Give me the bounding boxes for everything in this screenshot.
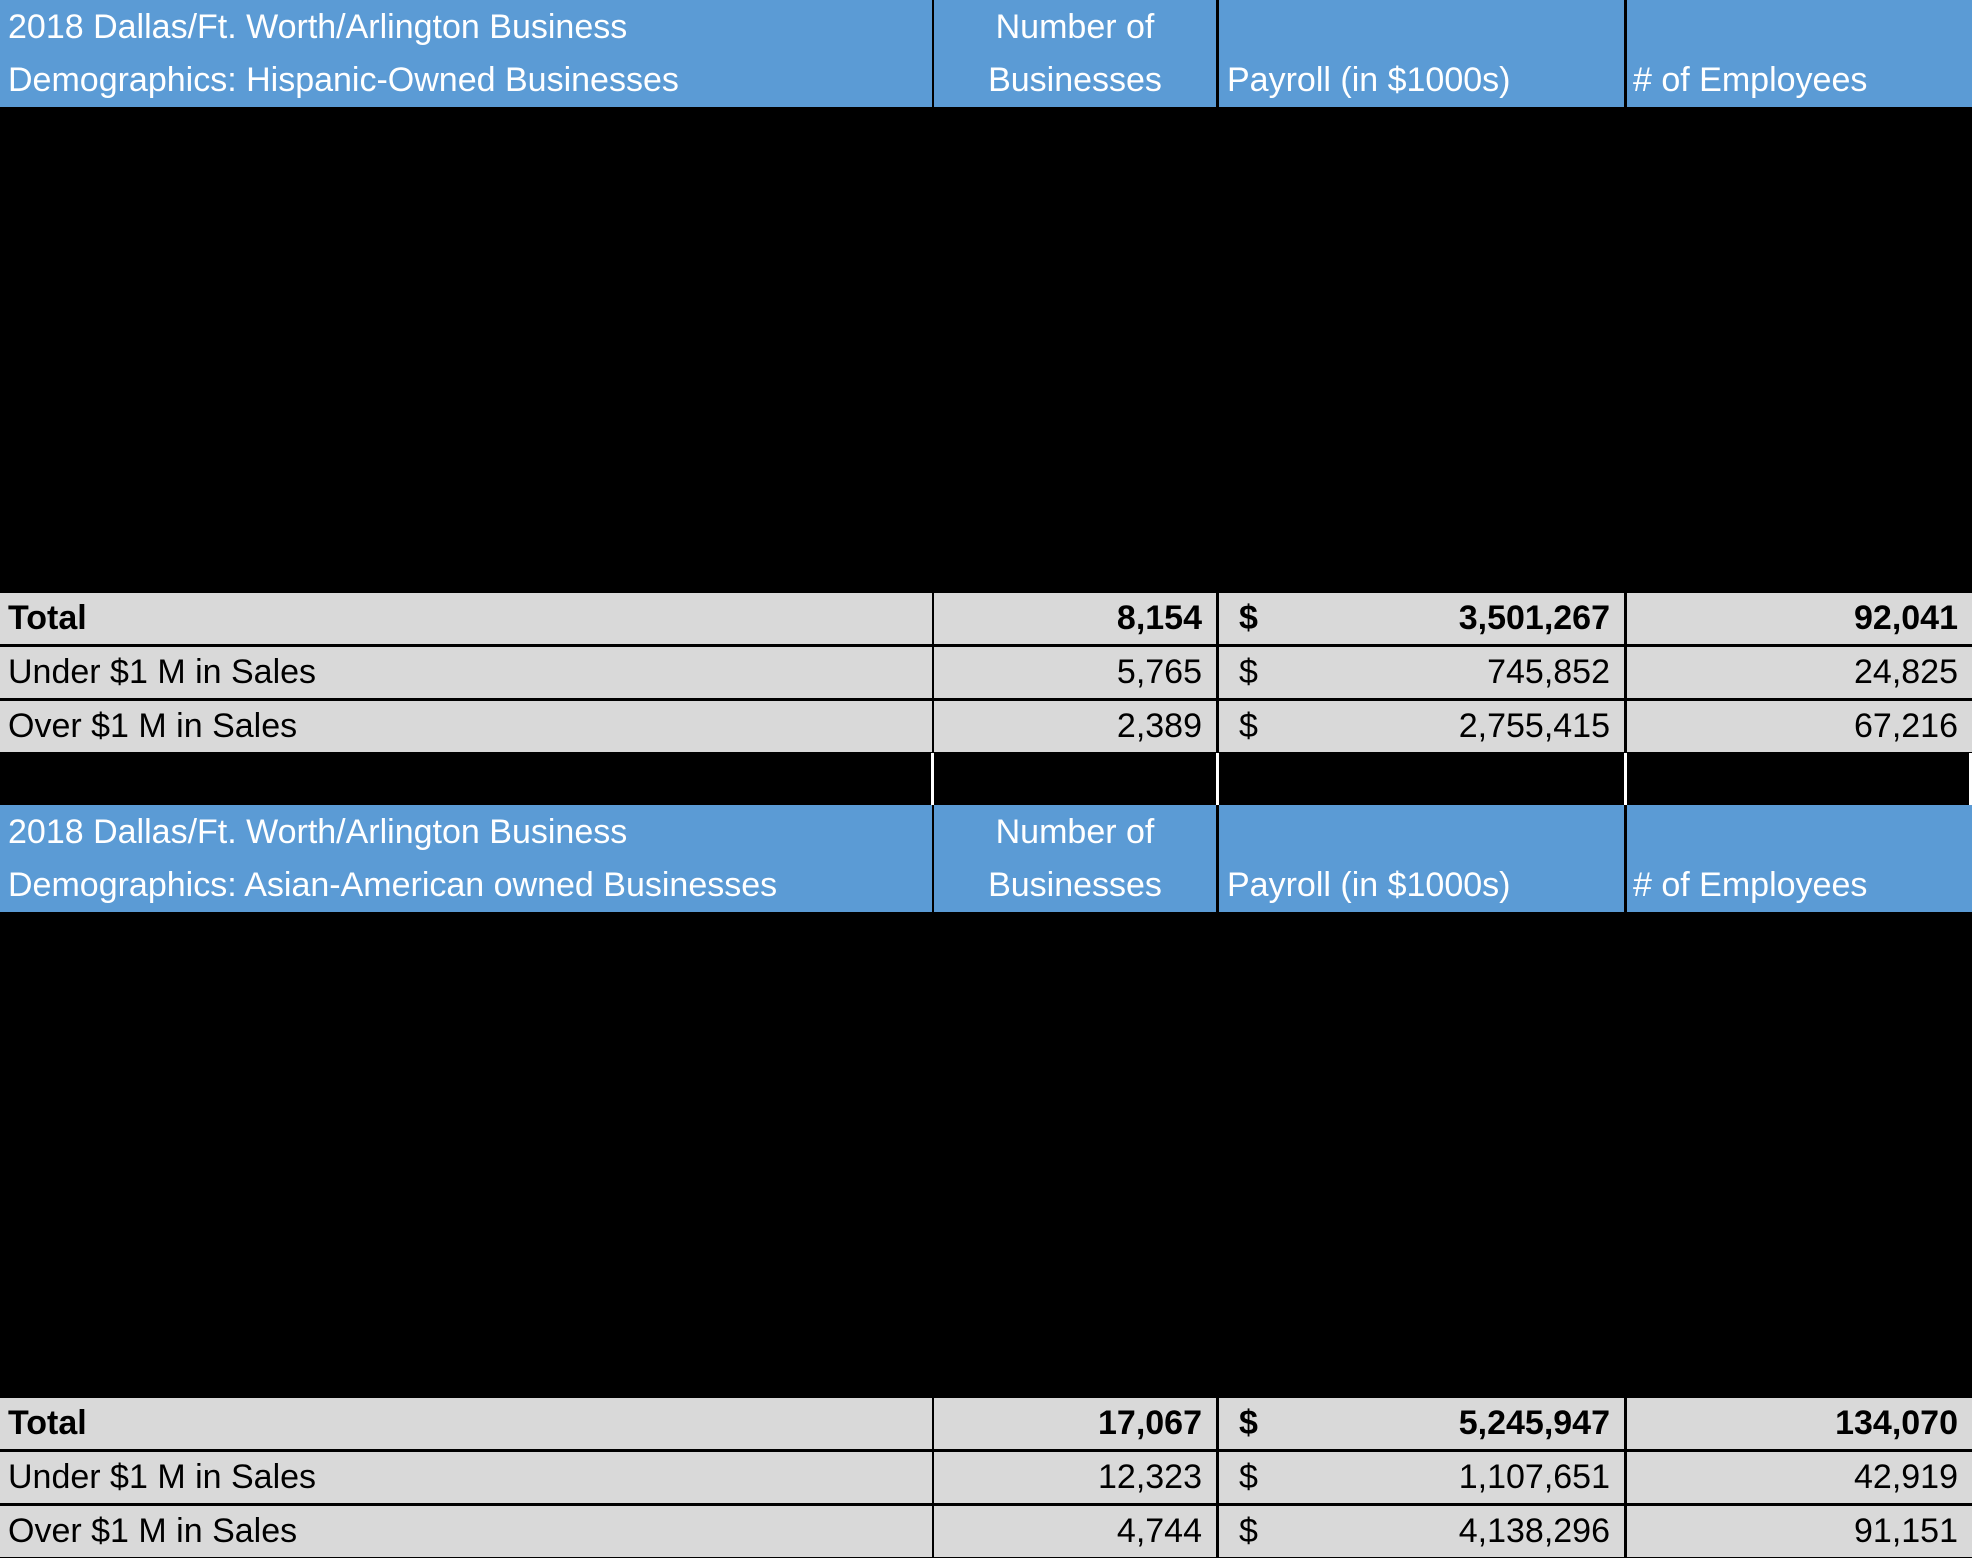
table-title-line2: Demographics: Asian-American owned Busin…	[8, 866, 778, 904]
table-row: Under $1 M in Sales 12,323 $ 1,107,651 4…	[0, 1452, 1972, 1503]
employees-header-cell[interactable]: # of Employees	[1627, 805, 1972, 912]
table-title-cell[interactable]: 2018 Dallas/Ft. Worth/Arlington Business…	[0, 0, 932, 107]
businesses-header-line1: Number of	[995, 813, 1155, 851]
table-row: Total 17,067 $ 5,245,947 134,070	[0, 1398, 1972, 1449]
gridline	[1969, 753, 1972, 805]
row-label-cell[interactable]: Total	[0, 1398, 932, 1449]
gridline	[1624, 753, 1627, 805]
table-row: Over $1 M in Sales 4,744 $ 4,138,296 91,…	[0, 1506, 1972, 1557]
employees-cell[interactable]: 91,151	[1627, 1506, 1972, 1557]
employees-header: # of Employees	[1633, 61, 1868, 99]
table-header-row: 2018 Dallas/Ft. Worth/Arlington Business…	[0, 0, 1972, 107]
businesses-cell[interactable]: 8,154	[934, 593, 1216, 644]
row-label-cell[interactable]: Total	[0, 593, 932, 644]
payroll-value: 5,245,947	[1458, 1404, 1610, 1442]
row-label-cell[interactable]: Over $1 M in Sales	[0, 1506, 932, 1557]
employees-header-cell[interactable]: # of Employees	[1627, 0, 1972, 107]
table-title-line1: 2018 Dallas/Ft. Worth/Arlington Business	[8, 813, 628, 851]
employees-cell[interactable]: 24,825	[1627, 647, 1972, 698]
table-header-row: 2018 Dallas/Ft. Worth/Arlington Business…	[0, 805, 1972, 912]
businesses-cell[interactable]: 2,389	[934, 701, 1216, 752]
payroll-value: 1,107,651	[1458, 1458, 1610, 1496]
employees-cell[interactable]: 134,070	[1627, 1398, 1972, 1449]
table-title-line1: 2018 Dallas/Ft. Worth/Arlington Business	[8, 8, 628, 46]
businesses-header-line2: Businesses	[988, 866, 1162, 904]
businesses-cell[interactable]: 4,744	[934, 1506, 1216, 1557]
currency-symbol: $	[1239, 653, 1258, 691]
row-label-cell[interactable]: Over $1 M in Sales	[0, 701, 932, 752]
currency-symbol: $	[1239, 1458, 1258, 1496]
payroll-cell[interactable]: $ 2,755,415	[1219, 701, 1624, 752]
payroll-header-cell[interactable]: Payroll (in $1000s)	[1219, 805, 1624, 912]
table-title-line2: Demographics: Hispanic-Owned Businesses	[8, 61, 679, 99]
payroll-cell[interactable]: $ 745,852	[1219, 647, 1624, 698]
employees-cell[interactable]: 92,041	[1627, 593, 1972, 644]
businesses-cell[interactable]: 12,323	[934, 1452, 1216, 1503]
currency-symbol: $	[1239, 1404, 1258, 1442]
table-row: Total 8,154 $ 3,501,267 92,041	[0, 593, 1972, 644]
employees-cell[interactable]: 42,919	[1627, 1452, 1972, 1503]
table-row: Under $1 M in Sales 5,765 $ 745,852 24,8…	[0, 647, 1972, 698]
payroll-header: Payroll (in $1000s)	[1227, 866, 1511, 904]
payroll-value: 4,138,296	[1458, 1512, 1610, 1550]
businesses-header-cell[interactable]: Number of Businesses	[934, 805, 1216, 912]
payroll-value: 3,501,267	[1458, 599, 1610, 637]
payroll-cell[interactable]: $ 3,501,267	[1219, 593, 1624, 644]
payroll-value: 745,852	[1487, 653, 1610, 691]
businesses-header-line1: Number of	[995, 8, 1155, 46]
businesses-cell[interactable]: 5,765	[934, 647, 1216, 698]
businesses-header-cell[interactable]: Number of Businesses	[934, 0, 1216, 107]
payroll-header-cell[interactable]: Payroll (in $1000s)	[1219, 0, 1624, 107]
payroll-cell[interactable]: $ 1,107,651	[1219, 1452, 1624, 1503]
table-title-cell[interactable]: 2018 Dallas/Ft. Worth/Arlington Business…	[0, 805, 932, 912]
separator-row	[0, 753, 1972, 805]
currency-symbol: $	[1239, 1512, 1258, 1550]
row-label-cell[interactable]: Under $1 M in Sales	[0, 1452, 932, 1503]
gridline	[931, 753, 934, 805]
table-row: Over $1 M in Sales 2,389 $ 2,755,415 67,…	[0, 701, 1972, 752]
payroll-value: 2,755,415	[1458, 707, 1610, 745]
payroll-header: Payroll (in $1000s)	[1227, 61, 1511, 99]
businesses-header-line2: Businesses	[988, 61, 1162, 99]
payroll-cell[interactable]: $ 5,245,947	[1219, 1398, 1624, 1449]
row-label-cell[interactable]: Under $1 M in Sales	[0, 647, 932, 698]
employees-header: # of Employees	[1633, 866, 1868, 904]
payroll-cell[interactable]: $ 4,138,296	[1219, 1506, 1624, 1557]
gridline	[1216, 753, 1219, 805]
employees-cell[interactable]: 67,216	[1627, 701, 1972, 752]
currency-symbol: $	[1239, 599, 1258, 637]
businesses-cell[interactable]: 17,067	[934, 1398, 1216, 1449]
currency-symbol: $	[1239, 707, 1258, 745]
